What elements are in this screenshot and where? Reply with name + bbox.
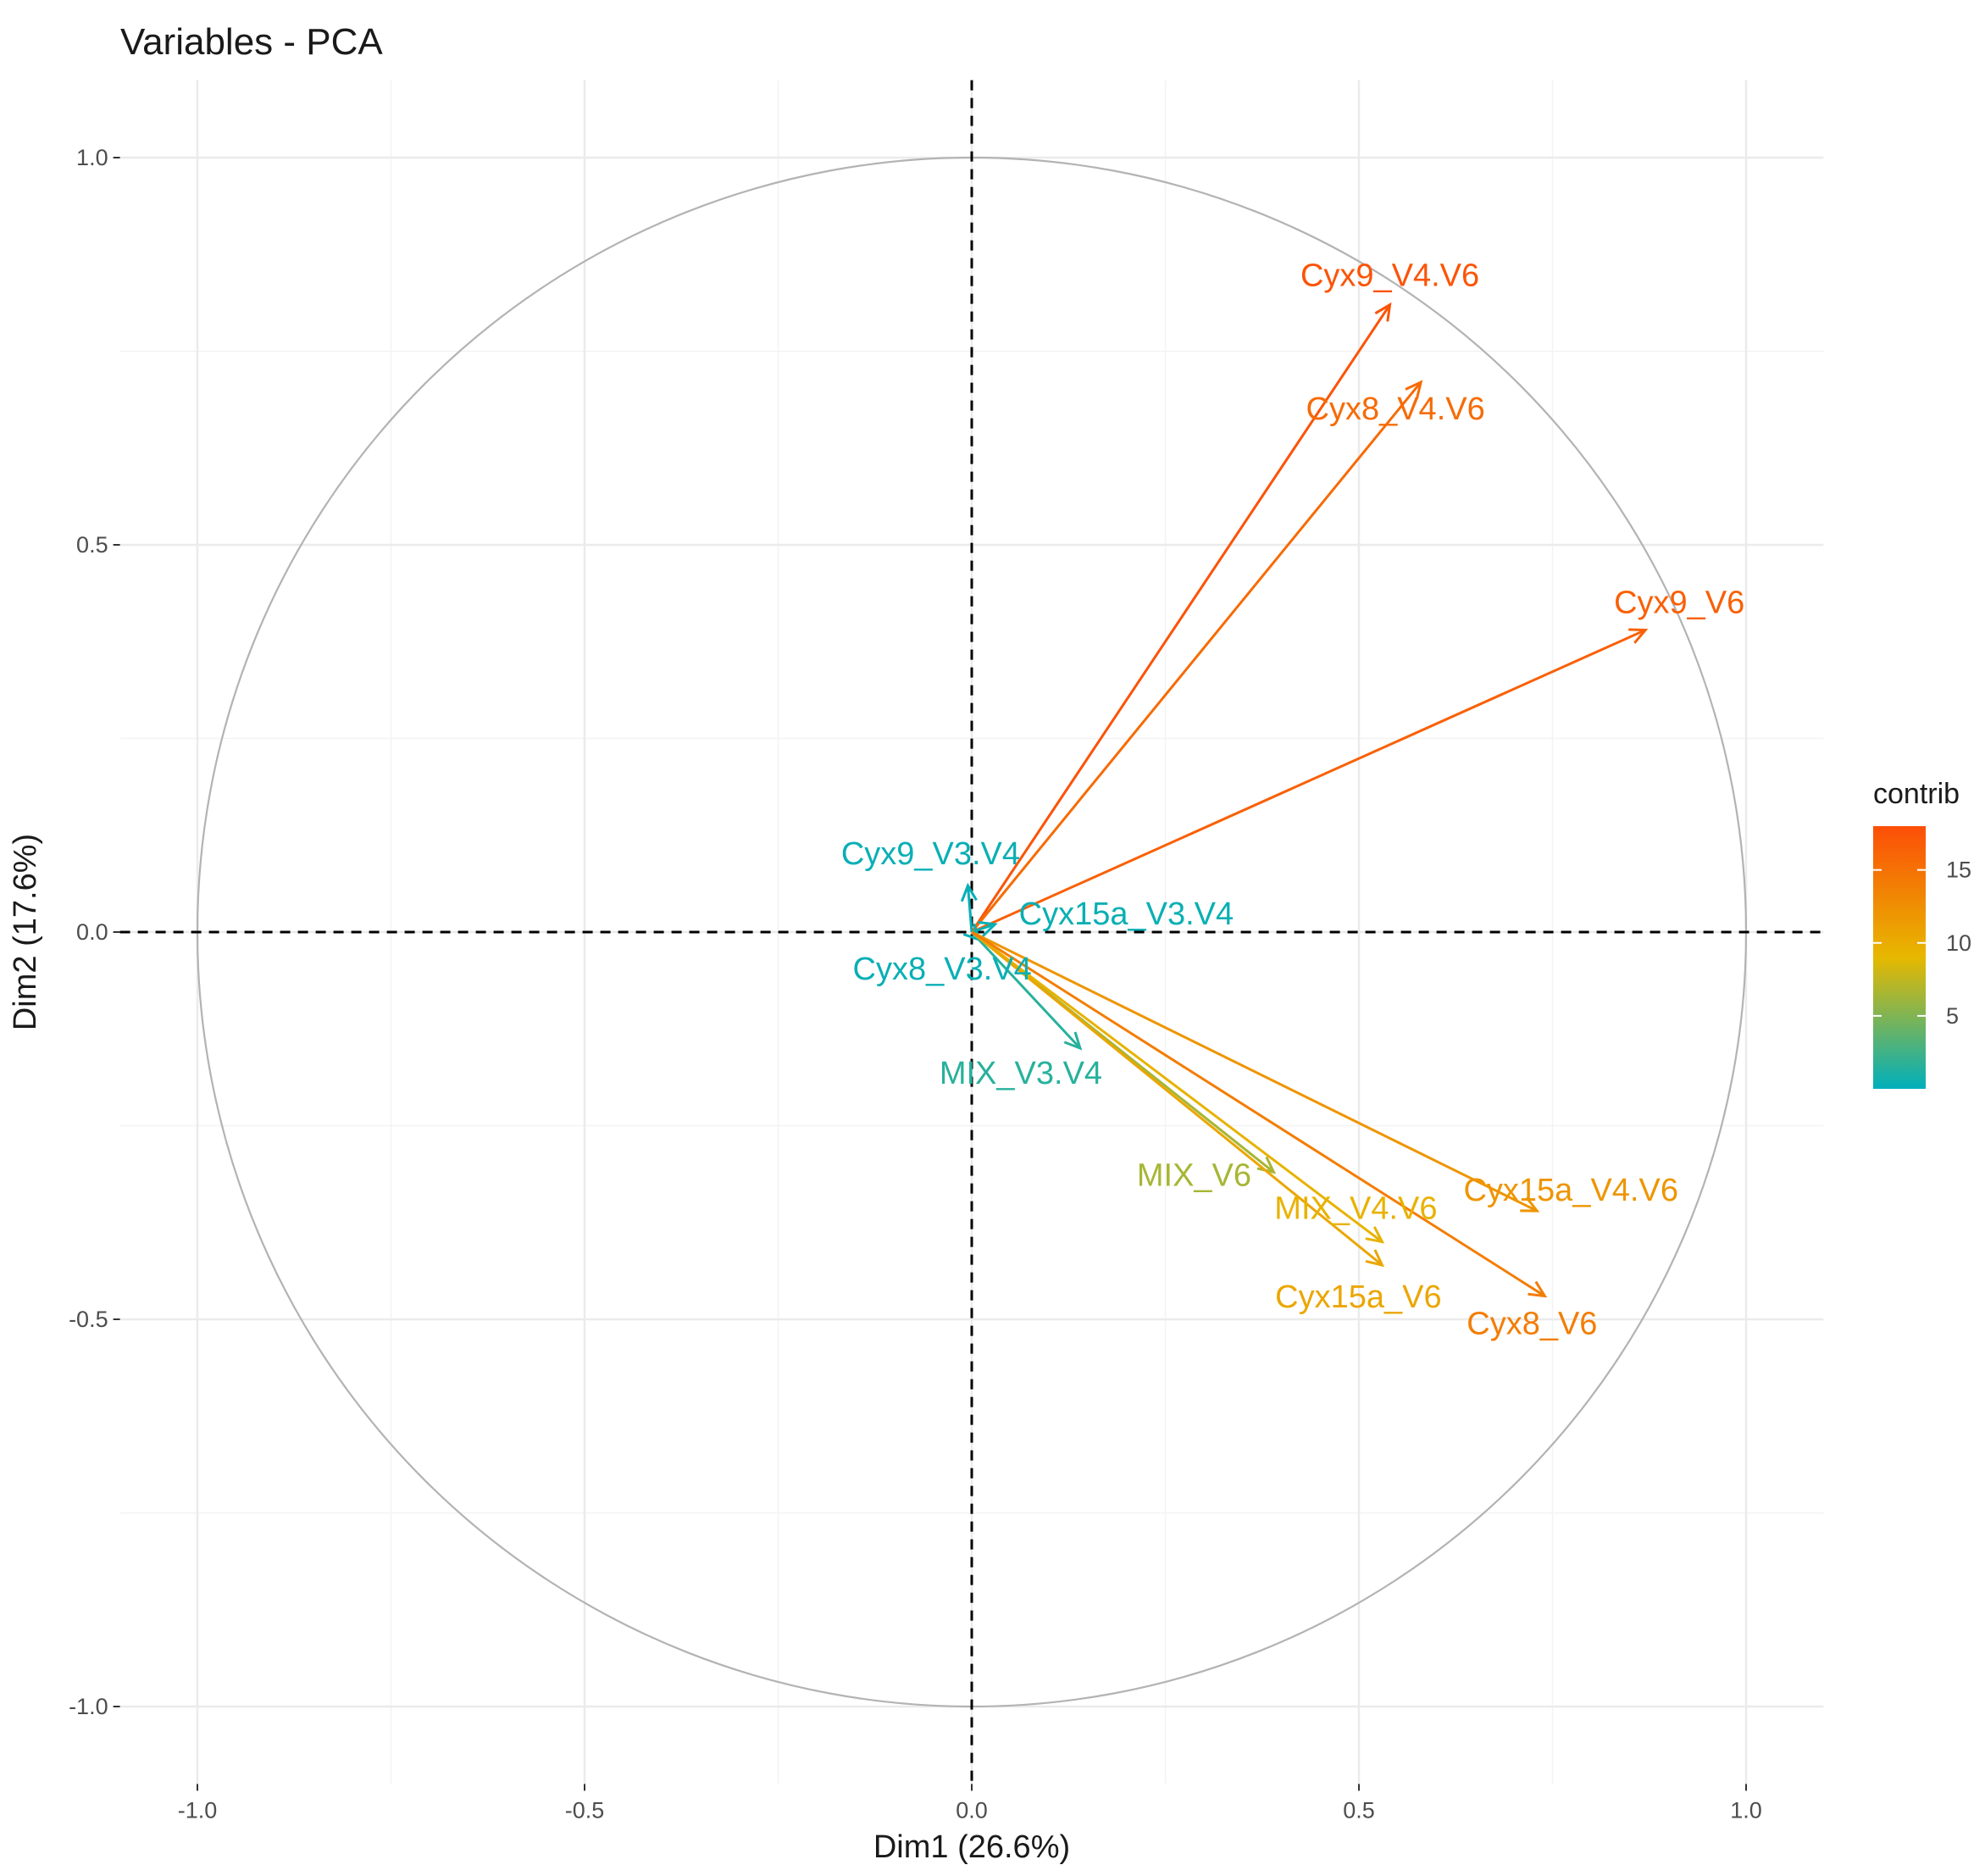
label-MIX_V6: MIX_V6 [1137,1157,1251,1193]
legend-tick-label: 10 [1946,930,1971,956]
arrowhead-Cyx15a_V6 [1365,1249,1385,1268]
arrowhead-MIX_V3.V4 [1063,1031,1083,1051]
x-tick-label: 1.0 [1730,1797,1762,1823]
arrowhead-Cyx8_V4.V6 [1405,380,1423,399]
legend-title: contrib [1873,778,1960,810]
arrowhead-Cyx9_V3.V4 [960,882,978,902]
label-Cyx9_V4.V6: Cyx9_V4.V6 [1300,258,1479,294]
arrow-Cyx9_V6 [971,629,1646,934]
x-tick-label: -0.5 [565,1797,605,1823]
arrowhead-Cyx15a_V3.V4 [978,920,998,937]
contrib-legend: contrib 5 10 15 [1873,778,1971,1089]
x-tick-label: -1.0 [178,1797,218,1823]
legend-ticks: 5 10 15 [1873,858,1971,1029]
legend-tick-label: 15 [1946,858,1971,883]
legend-tick-label: 5 [1946,1003,1959,1029]
label-Cyx8_V4.V6: Cyx8_V4.V6 [1306,391,1485,427]
y-tick-label: -0.5 [69,1307,108,1332]
y-tick-label: 0.0 [76,919,108,945]
arrowhead-MIX_V4.V6 [1365,1226,1385,1244]
label-Cyx15a_V4.V6: Cyx15a_V4.V6 [1463,1173,1678,1208]
label-Cyx9_V3.V4: Cyx9_V3.V4 [841,836,1020,872]
arrowhead-Cyx9_V6 [1628,628,1649,644]
x-axis-title: Dim1 (26.6%) [873,1829,1070,1865]
label-Cyx8_V3.V4: Cyx8_V3.V4 [853,952,1032,987]
arrow-Cyx9_V4.V6 [970,303,1391,933]
y-tick-label: -1.0 [69,1694,108,1719]
arrowhead-Cyx15a_V4.V6 [1520,1196,1540,1213]
label-Cyx9_V6: Cyx9_V6 [1614,586,1744,621]
label-Cyx8_V6: Cyx8_V6 [1467,1307,1597,1342]
x-axis-ticks: -1.0 -0.5 0.0 0.5 1.0 [178,1784,1762,1823]
arrow-MIX_V3.V4 [970,930,1082,1050]
variable-labels: Cyx9_V4.V6 Cyx8_V4.V6 Cyx9_V6 Cyx9_V3.V4 Cyx… [841,258,1744,1342]
arrow-MIX_V4.V6 [971,930,1383,1243]
y-axis-title: Dim2 (17.6%) [8,834,43,1030]
arrow-Cyx8_V4.V6 [970,381,1422,933]
y-tick-label: 0.5 [76,532,108,558]
arrow-Cyx15a_V4.V6 [971,930,1538,1213]
arrowhead-Cyx8_V6 [1528,1280,1548,1298]
variable-arrows [960,302,1649,1298]
y-tick-label: 1.0 [76,145,108,170]
x-tick-label: 0.5 [1343,1797,1375,1823]
arrowhead-Cyx9_V4.V6 [1374,302,1392,322]
x-tick-label: 0.0 [956,1797,988,1823]
label-MIX_V3.V4: MIX_V3.V4 [940,1056,1102,1091]
label-MIX_V4.V6: MIX_V4.V6 [1274,1191,1437,1227]
y-axis-ticks: 1.0 0.5 0.0 -0.5 -1.0 [69,145,120,1719]
label-Cyx15a_V3.V4: Cyx15a_V3.V4 [1019,896,1234,932]
arrow-Cyx8_V6 [971,930,1546,1297]
legend-colorbar [1873,826,1926,1089]
arrow-Cyx15a_V6 [971,930,1383,1267]
label-Cyx15a_V6: Cyx15a_V6 [1275,1279,1441,1315]
arrow-Cyx9_V3.V4 [966,885,973,933]
chart-title: Variables - PCA [120,21,383,63]
